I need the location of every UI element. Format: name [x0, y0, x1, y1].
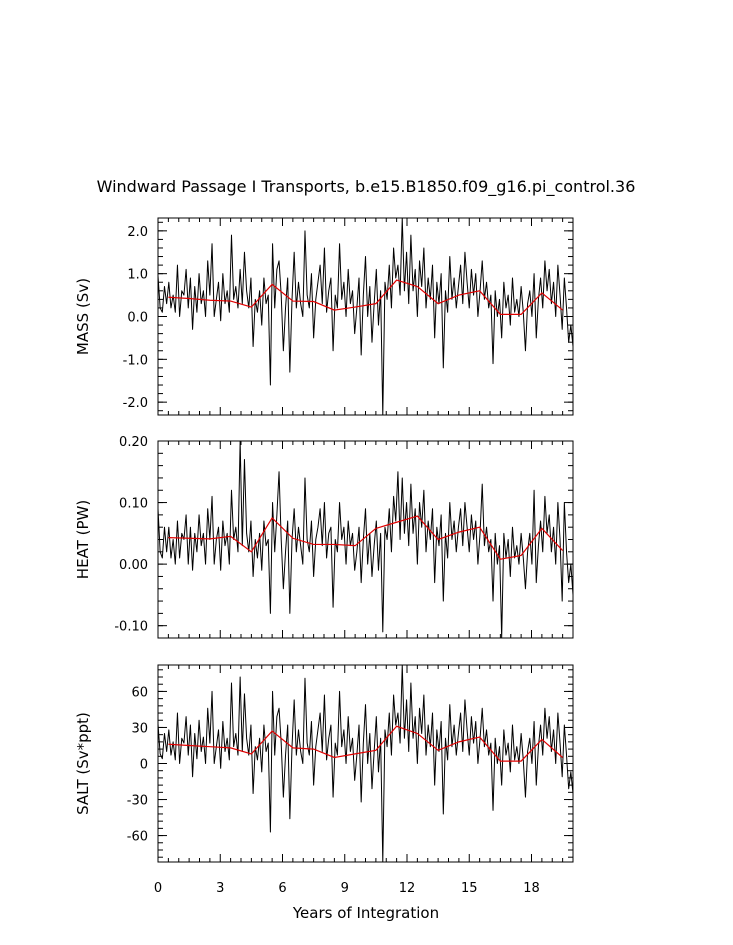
mass-y-tick-label: 2.0	[127, 225, 148, 240]
x-axis-label: Years of Integration	[292, 904, 439, 922]
mass-y-tick-label: -2.0	[123, 396, 148, 411]
mass-y-tick-label: 1.0	[127, 268, 148, 283]
mass-smooth-line	[168, 279, 564, 315]
x-tick-label: 6	[278, 881, 286, 896]
x-tick-label: 3	[216, 881, 224, 896]
mass-y-axis-label: MASS (Sv)	[74, 278, 92, 355]
heat-y-tick-label: -0.10	[114, 620, 148, 635]
heat-y-axis-label: HEAT (PW)	[74, 500, 92, 579]
heat-y-tick-label: 0.00	[119, 558, 148, 573]
heat-smooth-line	[168, 515, 564, 560]
mass-y-tick-label: -1.0	[123, 353, 148, 368]
x-tick-label: 15	[461, 881, 478, 896]
chart-panels: 2.0 1.0 0.0 -1.0 -2.0 MASS (Sv) 0.20 0.10 0.00 -0…	[74, 217, 574, 896]
mass-y-tick-label: 0.0	[127, 311, 148, 326]
x-tick-label: 12	[399, 881, 416, 896]
salt-y-tick-label: 0	[140, 758, 148, 773]
salt-raw-line	[157, 664, 574, 863]
salt-y-tick-label: -30	[127, 794, 148, 809]
x-tick-label: 18	[523, 881, 540, 896]
mass-raw-line	[157, 217, 574, 416]
heat-y-tick-label: 0.10	[119, 497, 148, 512]
heat-panel: 0.20 0.10 0.00 -0.10 HEAT (PW)	[74, 435, 574, 639]
heat-raw-line	[157, 440, 574, 639]
heat-frame	[157, 440, 574, 639]
salt-y-tick-label: -60	[127, 830, 148, 845]
x-tick-label: 0	[154, 881, 162, 896]
heat-y-tick-label: 0.20	[119, 435, 148, 450]
salt-smooth-line	[168, 725, 564, 762]
salt-y-axis-label: SALT (Sv*ppt)	[74, 712, 92, 815]
salt-y-tick-label: 30	[131, 721, 148, 736]
salt-y-tick-label: 60	[131, 685, 148, 700]
chart-title: Windward Passage I Transports, b.e15.B18…	[97, 177, 636, 197]
salt-panel: 60 30 0 -30 -60 SALT (Sv*ppt) 0 3 6 9 12 15 18	[74, 664, 574, 896]
mass-panel: 2.0 1.0 0.0 -1.0 -2.0 MASS (Sv)	[74, 217, 574, 416]
x-tick-label: 9	[341, 881, 349, 896]
